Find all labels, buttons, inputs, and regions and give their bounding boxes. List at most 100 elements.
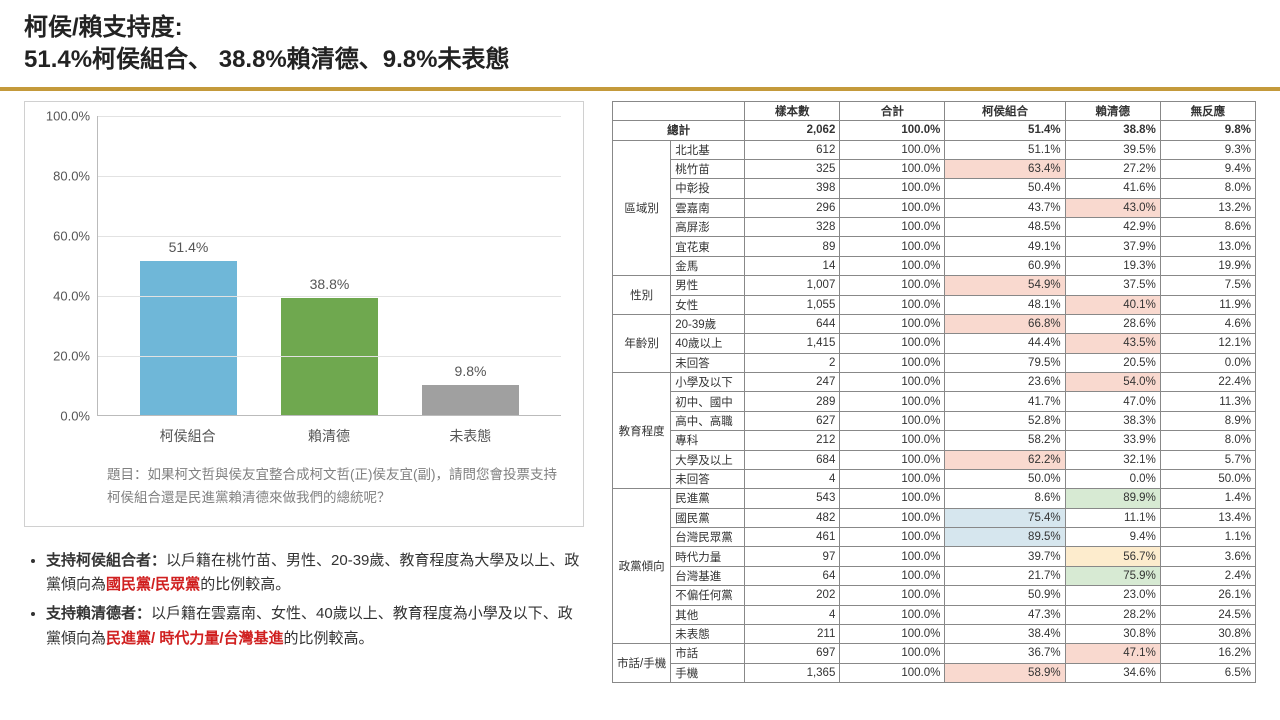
cell: 4 (745, 605, 840, 624)
row-label-cell: 台灣基進 (671, 566, 745, 585)
cell: 325 (745, 159, 840, 178)
cell: 100.0% (840, 566, 945, 585)
table-row: 初中、國中289100.0%41.7%47.0%11.3% (613, 392, 1256, 411)
bar-value-label: 9.8% (455, 363, 487, 379)
cell: 66.8% (945, 314, 1065, 333)
cell: 43.7% (945, 198, 1065, 217)
cell: 33.9% (1065, 431, 1160, 450)
cell: 30.8% (1065, 624, 1160, 643)
x-axis-labels: 柯侯組合賴清德未表態 (97, 420, 561, 446)
cell: 30.8% (1160, 624, 1255, 643)
table-header-cell: 柯侯組合 (945, 101, 1065, 120)
cell: 11.9% (1160, 295, 1255, 314)
cell: 100.0% (840, 605, 945, 624)
x-tick: 賴清德 (270, 426, 389, 446)
cell: 14 (745, 256, 840, 275)
table-row: 高中、高職627100.0%52.8%38.3%8.9% (613, 411, 1256, 430)
row-label-cell: 金馬 (671, 256, 745, 275)
cell: 47.3% (945, 605, 1065, 624)
table-row: 大學及以上684100.0%62.2%32.1%5.7% (613, 450, 1256, 469)
table-row: 不偏任何黨202100.0%50.9%23.0%26.1% (613, 586, 1256, 605)
cell: 8.6% (945, 489, 1065, 508)
y-tick: 0.0% (60, 408, 90, 423)
cell: 247 (745, 373, 840, 392)
row-label-cell: 市話 (671, 644, 745, 663)
title-line1: 柯侯/賴支持度: (24, 14, 183, 41)
cell: 100.0% (840, 528, 945, 547)
table-row: 中彰投398100.0%50.4%41.6%8.0% (613, 179, 1256, 198)
row-label-cell: 其他 (671, 605, 745, 624)
cell: 296 (745, 198, 840, 217)
row-label-cell: 男性 (671, 276, 745, 295)
bars-container: 51.4%38.8%9.8% (98, 116, 561, 415)
cell: 13.2% (1160, 198, 1255, 217)
cell: 36.7% (945, 644, 1065, 663)
cell: 684 (745, 450, 840, 469)
cell: 100.0% (840, 624, 945, 643)
cell: 1.4% (1160, 489, 1255, 508)
cell: 6.5% (1160, 663, 1255, 682)
table-row: 手機1,365100.0%58.9%34.6%6.5% (613, 663, 1256, 682)
cell: 13.0% (1160, 237, 1255, 256)
group-label-cell: 年齡別 (613, 314, 671, 372)
cell: 27.2% (1065, 159, 1160, 178)
table-total-row: 總計2,062100.0%51.4%38.8%9.8% (613, 121, 1256, 140)
y-tick: 100.0% (46, 108, 90, 123)
cell: 9.3% (1160, 140, 1255, 159)
bar-value-label: 38.8% (310, 276, 350, 292)
cell: 697 (745, 644, 840, 663)
left-column: 51.4%38.8%9.8% 0.0%20.0%40.0%60.0%80.0%1… (24, 101, 584, 683)
cell: 41.6% (1065, 179, 1160, 198)
group-label-cell: 政黨傾向 (613, 489, 671, 644)
bullet-post: 的比例較高。 (200, 576, 290, 593)
cell: 28.2% (1065, 605, 1160, 624)
cell: 16.2% (1160, 644, 1255, 663)
cell: 100.0% (840, 644, 945, 663)
cell: 2,062 (745, 121, 840, 140)
cell: 11.1% (1065, 508, 1160, 527)
cell: 9.8% (1160, 121, 1255, 140)
cell: 328 (745, 218, 840, 237)
cell: 612 (745, 140, 840, 159)
cell: 100.0% (840, 314, 945, 333)
row-label-cell: 時代力量 (671, 547, 745, 566)
cell: 1,415 (745, 334, 840, 353)
cell: 56.7% (1065, 547, 1160, 566)
table-row: 教育程度小學及以下247100.0%23.6%54.0%22.4% (613, 373, 1256, 392)
cell: 12.1% (1160, 334, 1255, 353)
cell: 100.0% (840, 198, 945, 217)
row-label-cell: 民進黨 (671, 489, 745, 508)
question-text: 如果柯文哲與侯友宜整合成柯文哲(正)侯友宜(副)，請問您會投票支持柯侯組合還是民… (107, 467, 557, 505)
table-row: 其他4100.0%47.3%28.2%24.5% (613, 605, 1256, 624)
row-label-cell: 不偏任何黨 (671, 586, 745, 605)
cell: 4 (745, 469, 840, 488)
cell: 100.0% (840, 489, 945, 508)
row-label-cell: 高屏澎 (671, 218, 745, 237)
cell: 52.8% (945, 411, 1065, 430)
cell: 19.9% (1160, 256, 1255, 275)
row-label-cell: 大學及以上 (671, 450, 745, 469)
bullet-lead: 支持柯侯組合者： (46, 552, 166, 569)
cell: 5.7% (1160, 450, 1255, 469)
cell: 100.0% (840, 508, 945, 527)
cell: 51.1% (945, 140, 1065, 159)
cell: 24.5% (1160, 605, 1255, 624)
cell: 62.2% (945, 450, 1065, 469)
cell: 100.0% (840, 353, 945, 372)
cell: 461 (745, 528, 840, 547)
cell: 54.9% (945, 276, 1065, 295)
cell: 47.1% (1065, 644, 1160, 663)
table-row: 高屏澎328100.0%48.5%42.9%8.6% (613, 218, 1256, 237)
cell: 38.3% (1065, 411, 1160, 430)
gridline (98, 356, 561, 357)
table-row: 未表態211100.0%38.4%30.8%30.8% (613, 624, 1256, 643)
cell: 100.0% (840, 411, 945, 430)
bar-wrap: 38.8% (270, 276, 388, 414)
cell: 48.5% (945, 218, 1065, 237)
cell: 50.0% (1160, 469, 1255, 488)
cell: 75.9% (1065, 566, 1160, 585)
cell: 41.7% (945, 392, 1065, 411)
table-row: 女性1,055100.0%48.1%40.1%11.9% (613, 295, 1256, 314)
cell: 37.9% (1065, 237, 1160, 256)
analysis-bullets: 支持柯侯組合者：以戶籍在桃竹苗、男性、20-39歲、教育程度為大學及以上、政黨傾… (24, 549, 584, 652)
